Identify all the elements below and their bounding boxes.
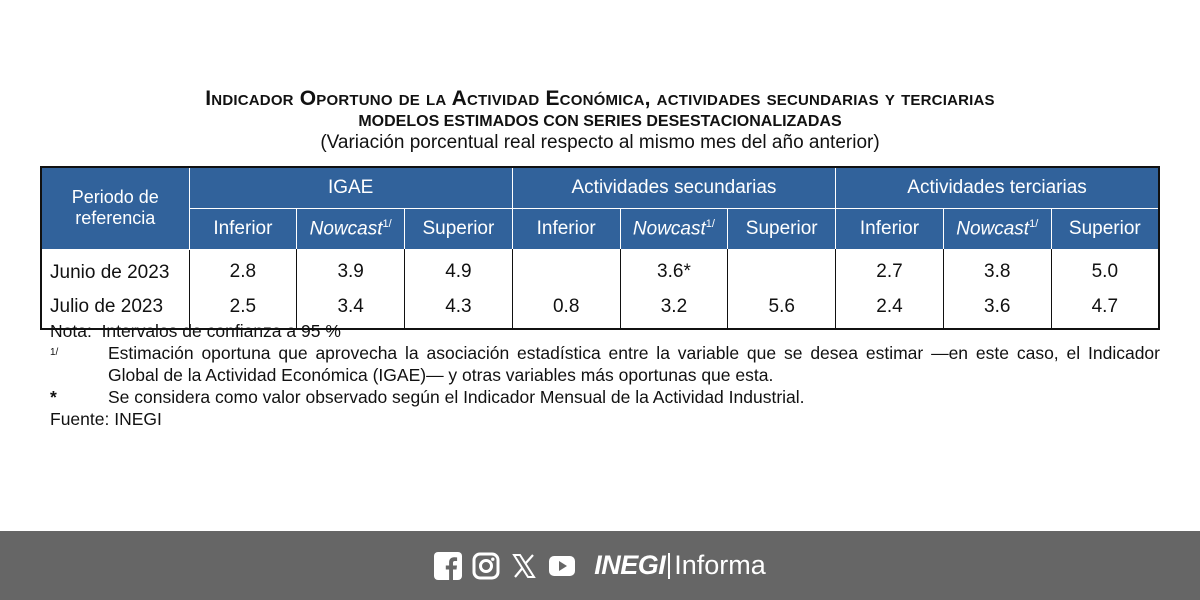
table-row: Julio de 2023 2.5 3.4 4.3 0.8 3.2 5.6 2.… [41, 289, 1159, 329]
footnote-1-key: 1/ [50, 347, 59, 358]
facebook-icon[interactable] [434, 551, 463, 580]
table-cell: 0.8 [511, 289, 621, 329]
footnote-1-text: Estimación oportuna que aprovecha la aso… [108, 343, 1160, 385]
table-cell: 3.9 [296, 249, 405, 290]
brand-separator [668, 552, 671, 579]
data-table: Periodo de referencia IGAE Actividades s… [40, 166, 1160, 330]
page-subtitle: MODELOS ESTIMADOS CON SERIES DESESTACION… [358, 113, 842, 130]
page-title: Indicador Oportuno de la Actividad Econó… [205, 87, 995, 110]
note-label: Nota: [50, 321, 92, 341]
group-header-terciarias: Actividades terciarias [835, 167, 1159, 209]
brand-informa: Informa [674, 550, 766, 580]
row-period: Julio de 2023 [50, 295, 164, 317]
table-cell: 5.0 [1050, 249, 1159, 290]
group-header-secundarias: Actividades secundarias [511, 167, 836, 209]
row-period: Junio de 2023 [50, 261, 170, 283]
subheader-nowcast: Nowcast1/ [296, 208, 405, 249]
subheader-inferior: Inferior [511, 208, 621, 249]
footnote-2-key: * [50, 387, 57, 407]
table-cell: 2.8 [188, 249, 297, 290]
note-text: Intervalos de confianza a 95 % [101, 321, 341, 341]
group-header-igae: IGAE [188, 167, 513, 209]
period-header: Periodo de referencia [41, 167, 189, 250]
table-cell: 4.7 [1050, 289, 1159, 329]
source-text: Fuente: INEGI [50, 409, 162, 429]
table-row: Junio de 2023 2.8 3.9 4.9 3.6* 2.7 3.8 5… [41, 249, 1159, 290]
footnote-2: * Se considera como valor observado segú… [50, 386, 1160, 408]
youtube-icon[interactable] [548, 552, 576, 580]
footer-bar: INEGI Informa [0, 531, 1200, 600]
footnote-1: 1/ Estimación oportuna que aprovecha la … [50, 342, 1160, 386]
social-icons [434, 551, 576, 580]
table-cell: 4.3 [404, 289, 513, 329]
inegi-informa-logo: INEGI Informa [594, 550, 766, 581]
page-caption: (Variación porcentual real respecto al m… [320, 132, 880, 153]
table-cell: 3.6* [619, 249, 728, 290]
subheader-inferior: Inferior [188, 208, 297, 249]
brand-inegi: INEGI [594, 550, 666, 580]
subheader-superior: Superior [727, 208, 836, 249]
subheader-nowcast: Nowcast1/ [942, 208, 1052, 249]
note-confidence: Nota: Intervalos de confianza a 95 % [50, 320, 1160, 342]
subheader-superior: Superior [404, 208, 513, 249]
x-icon[interactable] [510, 552, 538, 580]
footnote-2-text: Se considera como valor observado según … [108, 387, 805, 407]
table-cell: 3.2 [619, 289, 728, 329]
subheader-superior: Superior [1050, 208, 1159, 249]
table-cell: 2.7 [835, 249, 944, 290]
notes-block: Nota: Intervalos de confianza a 95 % 1/ … [50, 320, 1160, 430]
table-cell: 3.6 [942, 289, 1052, 329]
table-cell: 2.4 [835, 289, 944, 329]
table-cell: 4.9 [404, 249, 513, 290]
source-line: Fuente: INEGI [50, 408, 1160, 430]
table-cell: 2.5 [188, 289, 297, 329]
table-cell: 5.6 [727, 289, 836, 329]
table-cell [511, 249, 621, 290]
table-cell [727, 249, 836, 290]
instagram-icon[interactable] [472, 552, 500, 580]
table-cell: 3.8 [942, 249, 1052, 290]
table-cell: 3.4 [296, 289, 405, 329]
subheader-inferior: Inferior [835, 208, 944, 249]
subheader-nowcast: Nowcast1/ [619, 208, 728, 249]
titles-block: Indicador Oportuno de la Actividad Econó… [0, 84, 1200, 154]
